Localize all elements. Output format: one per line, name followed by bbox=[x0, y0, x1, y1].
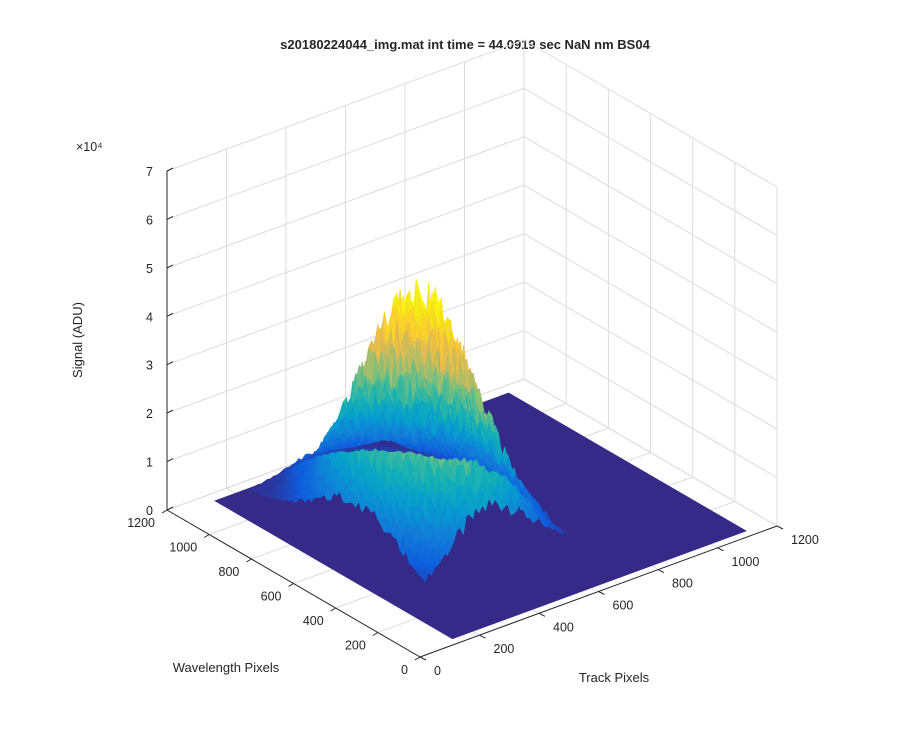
z-tick-mark bbox=[166, 264, 174, 269]
z-tick-mark bbox=[166, 167, 174, 172]
y-tick-mark bbox=[288, 583, 294, 587]
z-tick-label: 2 bbox=[146, 407, 153, 421]
back-wall-gridline-z bbox=[166, 87, 525, 220]
side-wall-gridline-z bbox=[523, 378, 778, 527]
y-tick-label: 1200 bbox=[127, 516, 155, 530]
x-tick-mark bbox=[776, 525, 784, 530]
y-tick-mark bbox=[161, 509, 168, 514]
side-wall-gridline-z bbox=[523, 87, 778, 236]
z-axis-label: Signal (ADU) bbox=[70, 302, 85, 378]
z-tick-label: 5 bbox=[146, 262, 153, 276]
back-wall-gridline-z bbox=[166, 233, 525, 366]
side-wall-gridline-z bbox=[523, 281, 778, 430]
x-tick-label: 200 bbox=[494, 642, 515, 656]
y-tick-mark bbox=[246, 558, 252, 563]
z-tick-label: 7 bbox=[146, 165, 153, 179]
x-axis-label: Track Pixels bbox=[579, 670, 650, 685]
z-tick-mark bbox=[166, 409, 174, 414]
x-tick-mark bbox=[717, 547, 724, 552]
side-wall-gridline-z bbox=[523, 39, 778, 188]
x-tick-label: 1200 bbox=[791, 533, 819, 547]
z-tick-label: 3 bbox=[146, 359, 153, 373]
y-tick-label: 1000 bbox=[169, 541, 197, 555]
surface-patch bbox=[247, 488, 256, 492]
x-tick-label: 1000 bbox=[732, 555, 760, 569]
z-tick-label: 6 bbox=[146, 213, 153, 227]
x-tick-mark bbox=[598, 591, 605, 595]
x-tick-label: 0 bbox=[434, 664, 441, 678]
y-axis-label: Wavelength Pixels bbox=[173, 660, 280, 675]
back-wall-gridline-z bbox=[166, 39, 525, 172]
z-tick-mark bbox=[166, 458, 174, 463]
z-tick-mark bbox=[166, 506, 174, 511]
y-tick-label: 400 bbox=[303, 614, 324, 628]
surface bbox=[214, 278, 747, 640]
y-tick-label: 600 bbox=[261, 590, 282, 604]
side-wall-gridline-z bbox=[523, 330, 778, 478]
tick-labels: 0200400600800100012000200400600800100012… bbox=[127, 165, 819, 678]
z-tick-mark bbox=[166, 312, 174, 317]
x-tick-mark bbox=[538, 612, 546, 617]
x-tick-mark bbox=[657, 569, 665, 574]
back-wall-gridline-z bbox=[166, 281, 525, 414]
y-tick-label: 800 bbox=[219, 565, 240, 579]
y-tick-mark bbox=[330, 607, 336, 612]
back-wall-gridline-z bbox=[166, 184, 525, 317]
y-tick-mark bbox=[414, 656, 421, 661]
y-tick-label: 0 bbox=[401, 663, 408, 677]
y-tick-mark bbox=[203, 534, 210, 538]
side-wall-gridline-z bbox=[523, 184, 778, 333]
z-exponent-label: ×10⁴ bbox=[76, 140, 103, 154]
axes bbox=[161, 167, 784, 661]
x-tick-label: 800 bbox=[672, 577, 693, 591]
z-tick-label: 4 bbox=[146, 310, 153, 324]
z-tick-mark bbox=[166, 215, 174, 220]
z-tick-mark bbox=[166, 361, 174, 366]
y-tick-mark bbox=[372, 632, 379, 636]
x-tick-label: 400 bbox=[553, 620, 574, 634]
x-tick-label: 600 bbox=[613, 599, 634, 613]
z-tick-label: 0 bbox=[146, 504, 153, 518]
back-wall-gridline-z bbox=[166, 136, 525, 269]
y-tick-label: 200 bbox=[345, 639, 366, 653]
side-wall-gridline-z bbox=[523, 136, 778, 285]
chart-title: s20180224044_img.mat int time = 44.0919 … bbox=[280, 37, 650, 52]
x-tick-mark bbox=[419, 656, 427, 661]
z-tick-label: 1 bbox=[146, 456, 153, 470]
side-wall-gridline-z bbox=[523, 233, 778, 382]
x-tick-mark bbox=[479, 634, 486, 639]
